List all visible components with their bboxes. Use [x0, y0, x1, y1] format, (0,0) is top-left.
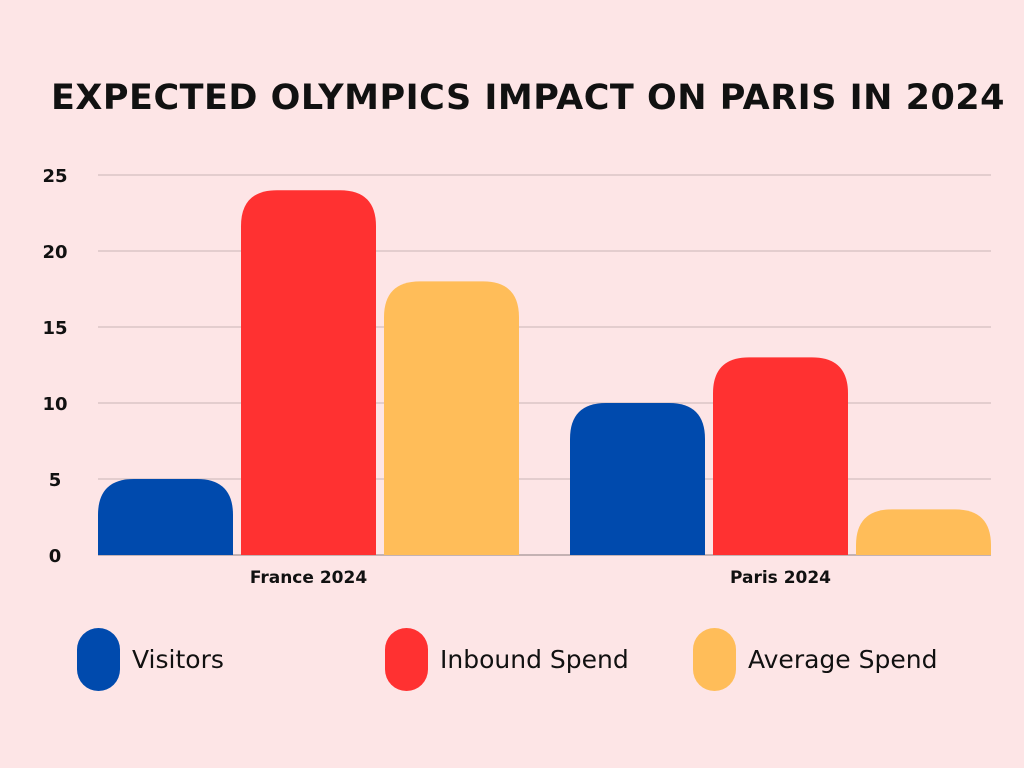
bar-average-spend-france-2024: [384, 281, 519, 555]
bar-visitors-france-2024: [98, 479, 233, 555]
y-tick-label: 10: [42, 394, 67, 415]
bar-average-spend-paris-2024: [856, 509, 991, 555]
legend-swatch: [693, 627, 736, 691]
x-category-label: France 2024: [250, 568, 367, 588]
x-category-label: Paris 2024: [730, 568, 831, 588]
bar-inbound-spend-paris-2024: [713, 357, 848, 555]
y-tick-label: 0: [49, 546, 62, 567]
y-tick-label: 25: [42, 166, 67, 187]
legend-label: Average Spend: [748, 644, 938, 674]
legend-swatch: [385, 627, 428, 691]
legend-item: Inbound Spend: [385, 627, 629, 691]
y-tick-label: 5: [49, 470, 62, 491]
bar-inbound-spend-france-2024: [241, 190, 376, 555]
legend-item: Visitors: [77, 627, 224, 691]
y-tick-label: 15: [42, 318, 67, 339]
legend-label: Inbound Spend: [440, 644, 629, 674]
chart-title: EXPECTED OLYMPICS IMPACT ON PARIS IN 202…: [51, 78, 1005, 118]
legend-label: Visitors: [132, 644, 224, 674]
legend-item: Average Spend: [693, 627, 937, 691]
y-tick-label: 20: [42, 242, 67, 263]
bar-visitors-paris-2024: [570, 403, 705, 555]
legend-swatch: [77, 627, 120, 691]
